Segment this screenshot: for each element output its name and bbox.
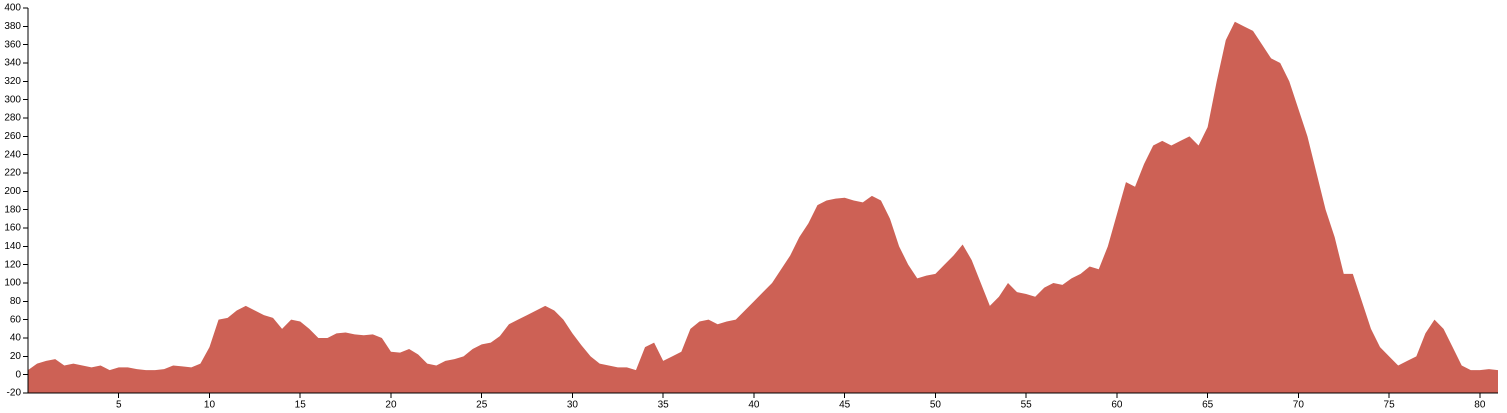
y-tick-label: 380	[4, 21, 21, 32]
x-tick-label: 50	[930, 400, 942, 411]
y-tick-label: 280	[4, 113, 21, 124]
y-tick-label: 240	[4, 149, 21, 160]
x-tick-label: 15	[295, 400, 307, 411]
y-tick-label: 160	[4, 223, 21, 234]
y-tick-label: 200	[4, 186, 21, 197]
x-tick-label: 5	[116, 400, 122, 411]
x-tick-label: 75	[1384, 400, 1396, 411]
y-tick-label: 360	[4, 39, 21, 50]
x-tick-label: 20	[385, 400, 397, 411]
x-tick-label: 65	[1202, 400, 1214, 411]
y-tick-label: 120	[4, 259, 21, 270]
y-tick-label: 60	[10, 314, 22, 325]
x-tick-label: 25	[476, 400, 488, 411]
y-tick-label: 140	[4, 241, 21, 252]
y-tick-label: 0	[15, 369, 21, 380]
y-tick-label: 320	[4, 76, 21, 87]
x-tick-label: 80	[1474, 400, 1486, 411]
elevation-area	[28, 21, 1498, 393]
x-tick-label: 60	[1111, 400, 1123, 411]
x-tick-label: 35	[658, 400, 670, 411]
y-tick-label: 220	[4, 168, 21, 179]
y-tick-label: 100	[4, 278, 21, 289]
y-tick-label: 260	[4, 131, 21, 142]
y-tick-label: 20	[10, 351, 22, 362]
y-tick-label: 40	[10, 333, 22, 344]
y-tick-label: 180	[4, 204, 21, 215]
y-tick-label: 340	[4, 58, 21, 69]
x-tick-label: 40	[748, 400, 760, 411]
y-tick-label: 400	[4, 3, 21, 14]
x-tick-label: 55	[1021, 400, 1033, 411]
y-tick-label: 80	[10, 296, 22, 307]
y-tick-label: 300	[4, 94, 21, 105]
x-tick-label: 45	[839, 400, 851, 411]
x-tick-label: 70	[1293, 400, 1305, 411]
x-tick-label: 10	[204, 400, 216, 411]
y-tick-label: -20	[7, 388, 22, 399]
x-tick-label: 30	[567, 400, 579, 411]
